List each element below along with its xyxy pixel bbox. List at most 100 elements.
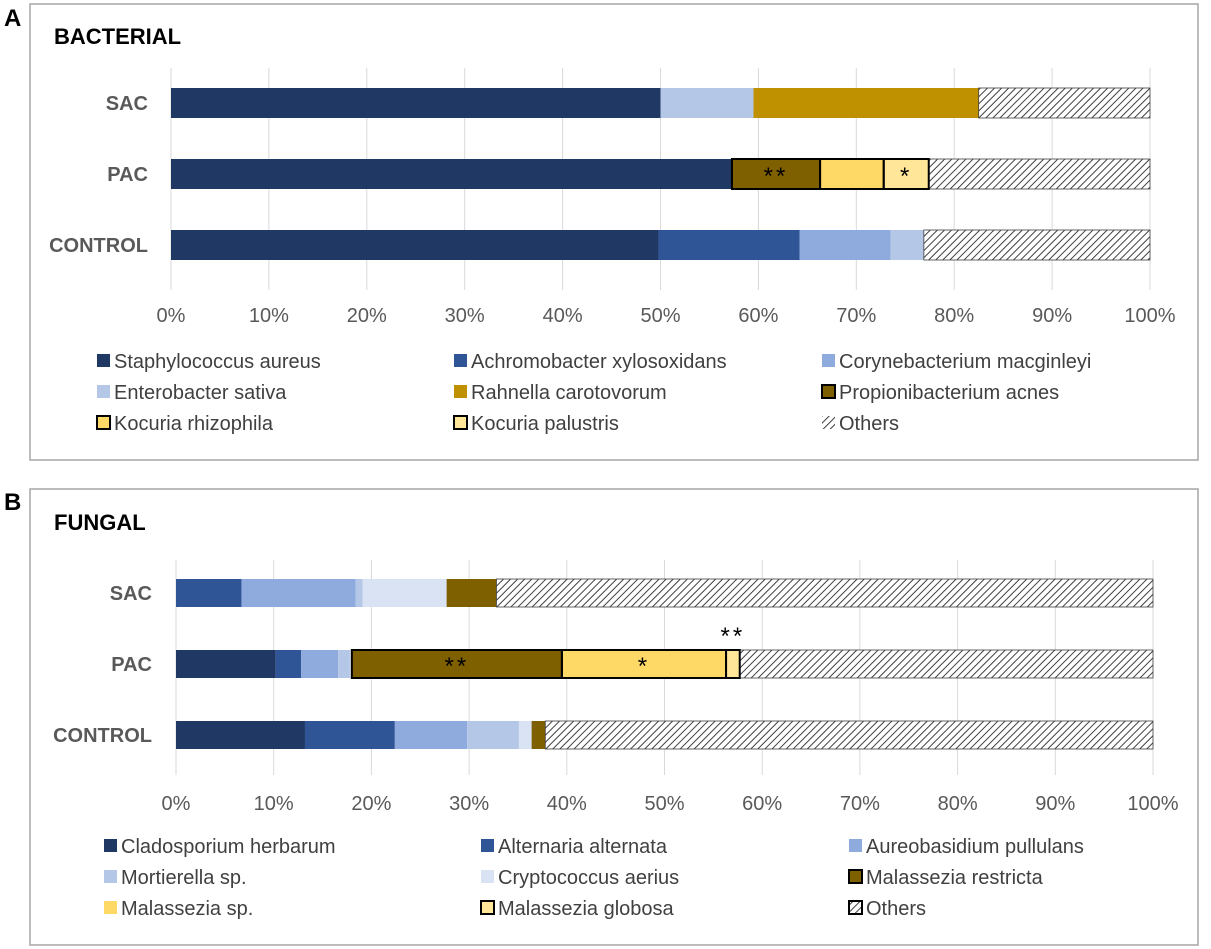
legend-label: Kocuria rhizophila: [114, 413, 274, 435]
legend-swatch: [481, 839, 494, 852]
legend-swatch: [848, 869, 863, 884]
legend-label: Alternaria alternata: [498, 836, 668, 858]
bar-segment: [753, 88, 979, 118]
plot-area: 0% 10% 20% 30% 40% 50% 60% 70% 80% 90% 100% SAC PAC *…: [53, 560, 1179, 815]
legend-label: Others: [839, 413, 899, 435]
legend-swatch: [453, 415, 468, 430]
x-tick-label: 100%: [1127, 793, 1178, 815]
legend-swatch: [822, 354, 835, 367]
bar-segment: [176, 579, 242, 607]
category-label: CONTROL: [53, 725, 152, 747]
bar-segment: [176, 721, 305, 749]
bar-segment: [176, 650, 276, 678]
legend-label: Others: [866, 898, 926, 920]
bar-segment: [890, 230, 924, 260]
bar-segment: [739, 649, 1154, 679]
x-tick-label: 70%: [836, 305, 876, 327]
bar-segment: [799, 230, 891, 260]
bar-segment: [820, 159, 884, 189]
bar-segment: [171, 88, 661, 118]
x-tick-label: 90%: [1035, 793, 1075, 815]
significance-annotation: *: [638, 653, 650, 680]
bar-segment: [171, 159, 732, 189]
x-tick-label: 20%: [351, 793, 391, 815]
legend-label: Cryptococcus aerius: [498, 867, 679, 889]
significance-annotation: **: [445, 653, 470, 680]
legend-swatch: [481, 870, 494, 883]
bar-segment-outline: [725, 649, 741, 679]
bar-segment-outline: [882, 158, 930, 190]
bar-segment: [275, 650, 302, 678]
legend-label: Mortierella sp.: [121, 867, 247, 889]
category-label: SAC: [110, 583, 152, 605]
bar-segment: [496, 578, 1154, 608]
legend-label: Enterobacter sativa: [114, 382, 287, 404]
panel-letter: B: [4, 489, 21, 516]
x-tick-label: 0%: [162, 793, 191, 815]
legend-label: Cladosporium herbarum: [121, 836, 336, 858]
legend-swatch: [480, 900, 495, 915]
x-tick-label: 30%: [445, 305, 485, 327]
x-tick-label: 60%: [738, 305, 778, 327]
bar-segment: [394, 721, 468, 749]
panel-letter: A: [4, 5, 21, 32]
x-tick-label: 70%: [840, 793, 880, 815]
x-tick-label: 40%: [543, 305, 583, 327]
bar-segment: [561, 650, 727, 678]
bar-segment: [467, 721, 519, 749]
legend-label: Malassezia sp.: [121, 898, 253, 920]
x-tick-label: 90%: [1032, 305, 1072, 327]
plot-area: 0% 10% 20% 30% 40% 50% 60% 70% 80% 90% 100% SAC PAC *…: [49, 68, 1176, 327]
category-label: PAC: [107, 164, 148, 186]
panel-fungal: B FUNGAL 0% 10% 20% 30% 40% 50% 60% 70% 80% 90% 10…: [4, 488, 1199, 946]
legend-swatch: [822, 416, 835, 429]
significance-annotation: *: [900, 163, 912, 190]
bar-segment: [518, 721, 532, 749]
panel-title: FUNGAL: [54, 510, 146, 535]
category-label: CONTROL: [49, 235, 148, 257]
bar-segment: [658, 230, 800, 260]
bar-segment: [362, 579, 447, 607]
legend-swatch: [821, 384, 836, 399]
bar-segment: [883, 159, 929, 189]
bar-segment: [731, 159, 821, 189]
bar-segment: [978, 87, 1151, 119]
x-tick-label: 0%: [157, 305, 186, 327]
legend-swatch: [104, 870, 117, 883]
x-tick-label: 40%: [547, 793, 587, 815]
x-tick-label: 100%: [1124, 305, 1175, 327]
x-tick-label: 50%: [644, 793, 684, 815]
panel-bacterial: A BACTERIAL 0% 10% 20% 30% 40% 50% 60% 70% 80% 90…: [4, 3, 1199, 461]
x-tick-label: 80%: [934, 305, 974, 327]
bar-segment: [923, 229, 1151, 261]
legend: Staphylococcus aureus Achromobacter xylos…: [96, 351, 1091, 435]
category-label: PAC: [111, 654, 152, 676]
significance-annotation: **: [764, 163, 789, 190]
bar-segment: [726, 650, 740, 678]
legend: Cladosporium herbarum Alternaria alternat…: [104, 836, 1084, 920]
legend-label: Aureobasidium pullulans: [866, 836, 1084, 858]
bar-segment: [531, 721, 546, 749]
legend-label: Corynebacterium macginleyi: [839, 351, 1091, 373]
legend-swatch: [96, 415, 111, 430]
legend-label: Staphylococcus aureus: [114, 351, 321, 373]
legend-swatch: [848, 900, 863, 915]
category-label: SAC: [106, 93, 148, 115]
legend-swatch: [849, 839, 862, 852]
bar-segment: [338, 650, 350, 678]
bar-segment: [241, 579, 356, 607]
legend-swatch: [104, 839, 117, 852]
x-tick-label: 10%: [249, 305, 289, 327]
panel-frame: [29, 488, 1199, 946]
x-tick-label: 80%: [938, 793, 978, 815]
panel-title: BACTERIAL: [54, 24, 181, 49]
legend-label: Achromobacter xylosoxidans: [471, 351, 727, 373]
bar-segment: [304, 721, 395, 749]
x-tick-label: 10%: [254, 793, 294, 815]
bar-segment: [544, 720, 1154, 750]
bar-segment: [355, 579, 363, 607]
bar-segment: [351, 650, 562, 678]
legend-label: Propionibacterium acnes: [839, 382, 1059, 404]
legend-label: Malassezia globosa: [498, 898, 675, 920]
